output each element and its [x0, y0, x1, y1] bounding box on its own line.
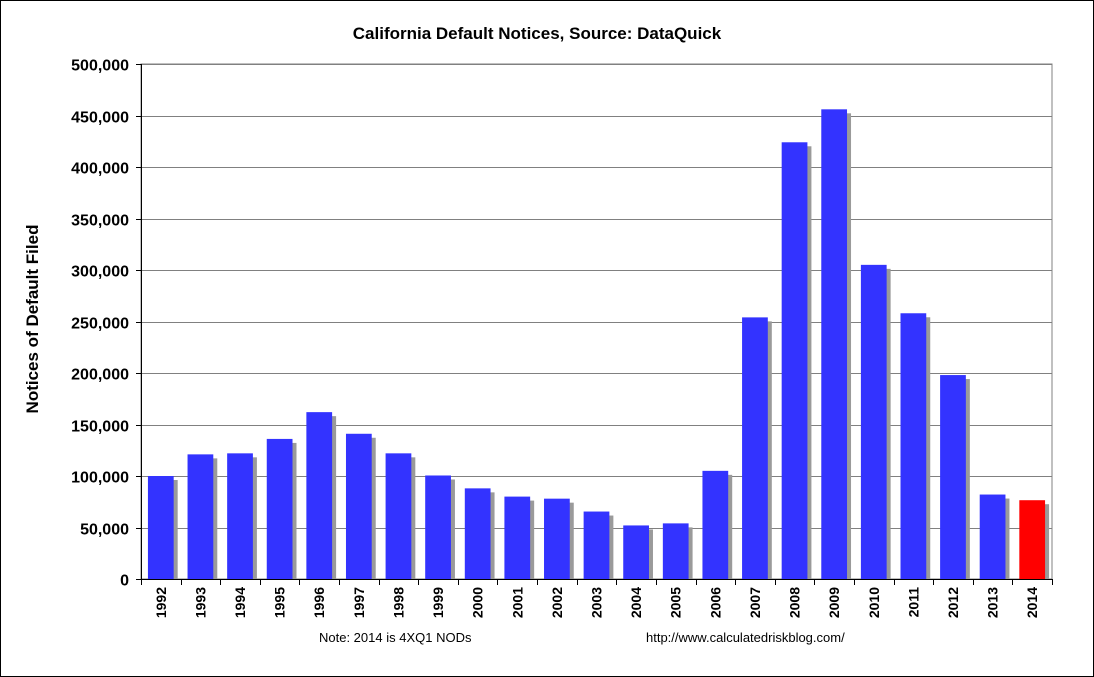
y-tick-label: 350,000 — [71, 213, 129, 230]
x-tick-label: 1994 — [232, 587, 248, 618]
x-tick-label: 2006 — [707, 587, 723, 618]
y-tick-label: 50,000 — [80, 522, 129, 539]
x-tick-label: 2007 — [747, 587, 763, 618]
bar-2000 — [464, 488, 491, 579]
y-tick-label: 400,000 — [71, 161, 129, 178]
x-tick-label: 1993 — [192, 587, 208, 618]
y-tick-label: 250,000 — [71, 316, 129, 333]
bar-1998 — [385, 453, 412, 579]
plot-area: 0 50,000 100,000 150,000 200,000 250,000 300,0… — [71, 58, 1053, 618]
x-tick-label: 2008 — [787, 587, 803, 618]
bar-1995 — [266, 438, 293, 579]
x-tick-label: 1996 — [311, 587, 327, 618]
bar-2014 — [1019, 500, 1046, 579]
bar-2001 — [504, 496, 531, 579]
bar-2011 — [900, 313, 927, 579]
y-tick-label: 100,000 — [71, 470, 129, 487]
x-tick-label: 2001 — [509, 587, 525, 618]
x-tick-label: 2004 — [628, 587, 644, 618]
bar-1996 — [306, 412, 333, 579]
chart-note: Note: 2014 is 4XQ1 NODs — [319, 630, 472, 645]
bar-2005 — [662, 523, 689, 579]
x-tick-label: 2002 — [549, 587, 565, 618]
y-tick-label: 150,000 — [71, 419, 129, 436]
y-tick-label: 500,000 — [71, 58, 129, 75]
bar-2013 — [979, 494, 1006, 579]
x-tick-label: 2009 — [826, 587, 842, 618]
bar-2010 — [860, 264, 887, 579]
bar-1999 — [425, 475, 451, 579]
source-url: http://www.calculatedriskblog.com/ — [646, 630, 845, 645]
x-tick-label: 2012 — [945, 587, 961, 618]
bar-1997 — [345, 433, 372, 579]
y-tick-label: 300,000 — [71, 264, 129, 281]
bar-1993 — [187, 454, 214, 579]
bar-1994 — [227, 453, 253, 579]
x-tick-label: 1992 — [153, 587, 169, 618]
x-tick-label: 1999 — [430, 587, 446, 618]
bar-2002 — [544, 498, 570, 579]
x-tick-label: 2005 — [668, 587, 684, 618]
bar-2003 — [583, 511, 610, 579]
x-tick-label: 1997 — [351, 587, 367, 618]
chart-title: California Default Notices, Source: Data… — [353, 24, 722, 43]
bar-2006 — [702, 470, 729, 579]
bar-2004 — [623, 525, 649, 579]
x-tick-label: 1995 — [272, 587, 288, 618]
y-axis-label: Notices of Default Filed — [23, 225, 42, 414]
x-tick-label: 2011 — [905, 587, 921, 618]
x-tick-label: 2010 — [866, 587, 882, 618]
y-tick-label: 450,000 — [71, 110, 129, 127]
x-tick-label: 2013 — [985, 587, 1001, 618]
bar-2012 — [940, 375, 966, 579]
x-tick-label: 2000 — [470, 587, 486, 618]
x-tick-label: 2014 — [1024, 587, 1040, 618]
bar-2008 — [781, 142, 808, 579]
bar-2009 — [821, 109, 848, 579]
bar-2007 — [742, 317, 768, 579]
y-tick-label: 0 — [120, 573, 129, 590]
x-tick-label: 2003 — [589, 587, 605, 618]
x-tick-label: 1998 — [390, 587, 406, 618]
bar-1992 — [147, 476, 174, 579]
y-tick-label: 200,000 — [71, 367, 129, 384]
